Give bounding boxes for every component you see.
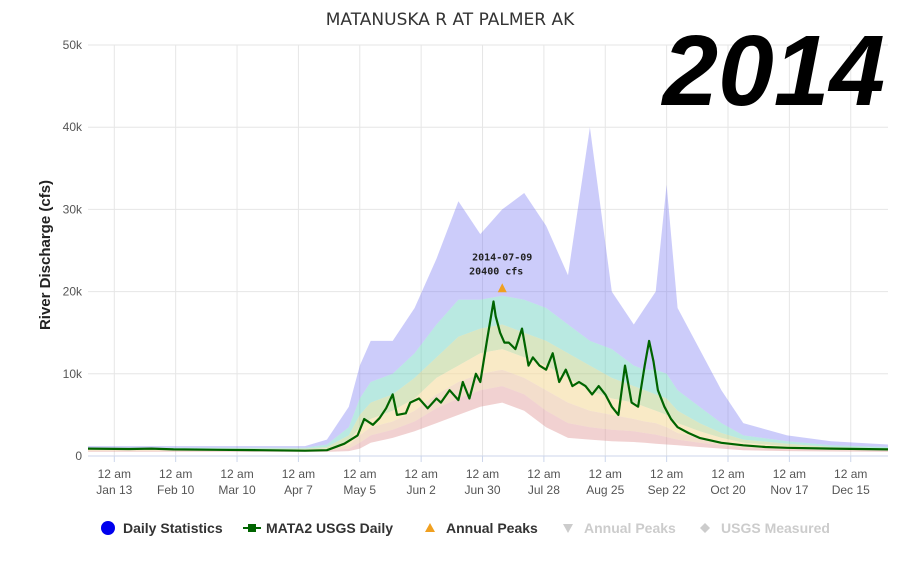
legend-triangle-down-icon [563,524,573,533]
x-tick-label: Feb 10 [157,483,195,497]
legend-usgs-measured[interactable]: USGS Measured [700,520,830,536]
x-tick-label: Aug 25 [586,483,624,497]
legend-label: USGS Measured [721,520,830,536]
x-tick-label: 12 am [650,467,683,481]
y-tick-label: 10k [63,367,83,381]
legend: Daily Statistics MATA2 USGS Daily Annual P… [101,520,830,536]
y-tick-label: 50k [63,38,83,52]
peak-date-label: 2014-07-09 [472,252,532,263]
legend-label: MATA2 USGS Daily [266,520,393,536]
band-p25-p50 [88,349,888,451]
y-tick-label: 30k [63,202,83,216]
legend-triangle-icon [425,523,435,532]
x-tick-label: Sep 22 [648,483,686,497]
x-tick-label: 12 am [404,467,437,481]
x-tick-label: May 5 [343,483,376,497]
legend-circle-icon [101,521,115,535]
x-tick-label: 12 am [220,467,253,481]
legend-label: Annual Peaks [446,520,538,536]
x-tick-label: 12 am [159,467,192,481]
x-tick-label: 12 am [343,467,376,481]
x-tick-label: 12 am [466,467,499,481]
x-tick-label: Dec 15 [832,483,870,497]
legend-diamond-icon [700,523,710,533]
usgs-daily-line-path [87,300,889,452]
band-p50-p75 [88,324,888,450]
x-tick-label: 12 am [527,467,560,481]
legend-label: Daily Statistics [123,520,223,536]
y-tick-label: 0 [75,449,82,463]
x-tick-label: 12 am [834,467,867,481]
x-tick-label: 12 am [711,467,744,481]
annual-peak-point[interactable] [497,283,507,293]
usgs-daily-line [87,300,889,452]
legend-annual-peaks[interactable]: Annual Peaks [425,520,538,536]
peak-value-label: 20400 cfs [469,266,523,277]
band-p10-p25 [88,369,888,452]
legend-annual-peaks-disabled[interactable]: Annual Peaks [563,520,676,536]
x-tick-label: 12 am [282,467,315,481]
x-tick-label: Jun 2 [406,483,436,497]
legend-label: Annual Peaks [584,520,676,536]
legend-square-icon [248,524,256,532]
x-tick-label: Nov 17 [770,483,808,497]
x-tick-label: Mar 10 [218,483,256,497]
legend-daily-statistics[interactable]: Daily Statistics [101,520,223,536]
axes: 0 10k 20k 30k 40k 50k 12 am Jan 13 12 am Feb 10 12… [63,38,888,497]
chart-title: MATANUSKA R AT PALMER AK [326,10,575,30]
x-tick-label: 12 am [98,467,131,481]
legend-usgs-daily[interactable]: MATA2 USGS Daily [243,520,393,536]
x-tick-label: 12 am [589,467,622,481]
x-tick-label: Jan 13 [96,483,132,497]
y-tick-label: 20k [63,285,83,299]
band-min-p10 [88,386,888,452]
band-p90-max [88,127,888,448]
x-tick-label: Jul 28 [528,483,560,497]
x-tick-label: 12 am [773,467,806,481]
daily-statistics-bands [88,127,888,452]
x-tick-label: Jun 30 [465,483,501,497]
y-axis-label: River Discharge (cfs) [37,180,54,330]
annual-peak-markers: 2014-07-09 20400 cfs [469,252,532,293]
band-p75-p90 [88,295,888,449]
y-tick-label: 40k [63,120,83,134]
x-tick-label: Oct 20 [710,483,746,497]
year-label: 2014 [661,15,885,127]
x-tick-label: Apr 7 [284,483,313,497]
